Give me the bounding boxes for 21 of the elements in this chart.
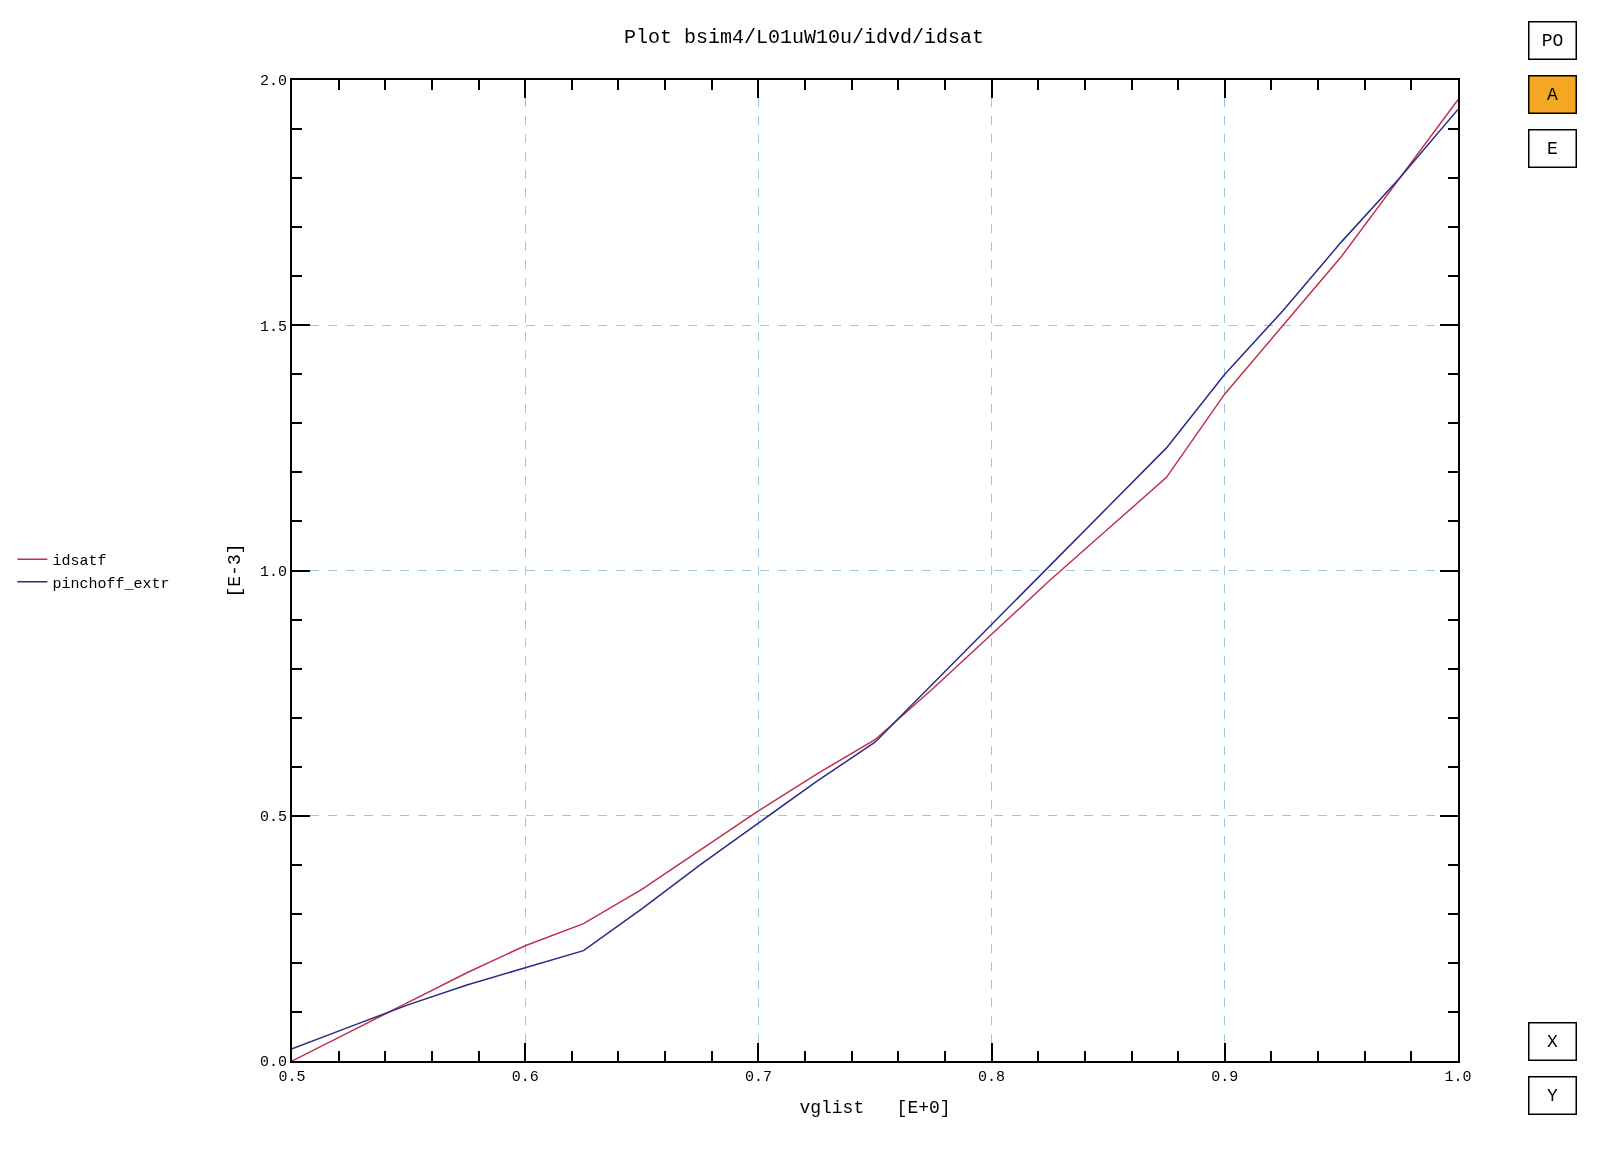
text: Y xyxy=(1547,1085,1558,1106)
x-tick-label: 0.8 xyxy=(978,1069,1006,1086)
legend-label: pinchoff_extr xyxy=(52,575,170,593)
x-tick-label: 0.6 xyxy=(511,1069,539,1086)
text: X xyxy=(1547,1031,1558,1052)
x-tick-label: 0.7 xyxy=(744,1069,772,1086)
legend-label: idsatf xyxy=(52,553,107,571)
chart-title: Plot bsim4/L01uW10u/idvd/idsat xyxy=(623,25,985,49)
x-tick-label: 1.0 xyxy=(1444,1069,1472,1086)
y-tick-label: 2.0 xyxy=(259,73,287,91)
y-tick-label: 0.0 xyxy=(259,1054,287,1072)
y-tick-label: 0.5 xyxy=(259,809,287,826)
text: A xyxy=(1547,84,1558,105)
y-tick-label: 1.5 xyxy=(259,318,287,336)
x-axis-title: vglist [E+0] xyxy=(799,1097,951,1118)
x-tick-label: 0.9 xyxy=(1211,1069,1239,1086)
text: PO xyxy=(1541,30,1564,51)
y-axis-title: [E-3] xyxy=(224,543,245,598)
x-tick-label: 0.5 xyxy=(278,1069,306,1086)
y-tick-label: 1.0 xyxy=(259,563,287,581)
text: E xyxy=(1547,138,1558,159)
